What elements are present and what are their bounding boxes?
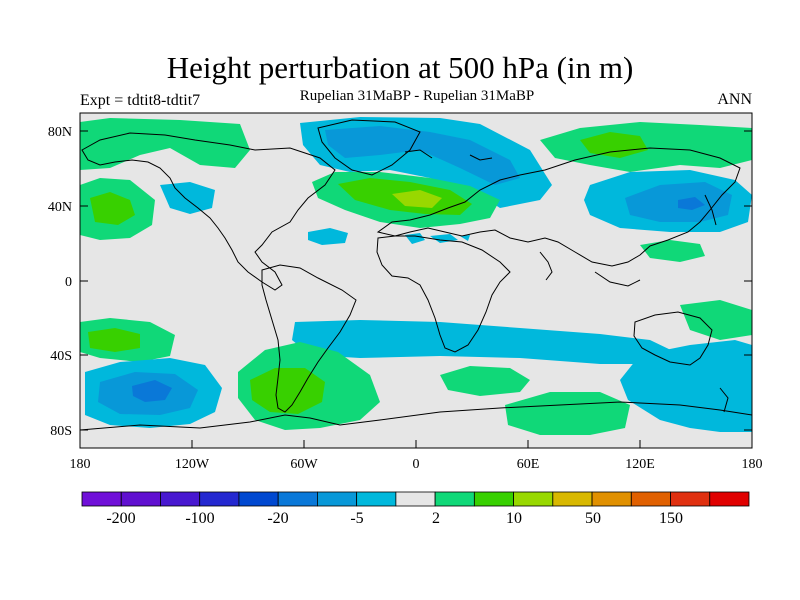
coastline-africa xyxy=(376,235,511,353)
colorbar-swatch xyxy=(630,491,671,507)
colorbar-swatch xyxy=(120,491,161,507)
coastline-islands xyxy=(404,149,729,413)
field-neg3-s-pacific xyxy=(132,380,172,402)
lon-label-120w: 120W xyxy=(175,457,210,472)
field-pos-s-australia xyxy=(680,300,752,340)
lat-label-40n: 40N xyxy=(48,200,72,215)
field-pos-arctic-west xyxy=(80,118,250,170)
lat-label-40s: 40S xyxy=(50,349,72,364)
experiment-label: Expt = tdtit8-tdtit7 xyxy=(80,92,201,109)
colorbar xyxy=(81,491,750,507)
colorbar-swatch xyxy=(356,491,397,507)
colorbar-swatch xyxy=(317,491,358,507)
lon-label-180w: 180 xyxy=(70,457,91,472)
colorbar-swatch xyxy=(277,491,318,507)
lat-label-equator: 0 xyxy=(65,275,72,290)
colorbar-label-m100: -100 xyxy=(185,510,214,527)
field-pos2-ne-pacific xyxy=(90,192,135,225)
field-pos3-eurasia xyxy=(392,190,442,208)
coastline-north-america xyxy=(81,132,336,291)
colorbar-swatch xyxy=(160,491,201,507)
coastline-south-america xyxy=(261,264,357,413)
lon-label-180e: 180 xyxy=(742,457,763,472)
coastline-greenland xyxy=(317,119,421,176)
colorbar-swatch xyxy=(81,491,122,507)
field-pos2-arctic-east xyxy=(580,132,648,158)
lon-label-120e: 120E xyxy=(625,457,655,472)
colorbar-swatch xyxy=(513,491,554,507)
lon-label-0: 0 xyxy=(413,457,420,472)
map-plot-area xyxy=(80,113,752,448)
coastline-antarctica xyxy=(80,401,752,431)
colorbar-label-m200: -200 xyxy=(106,510,135,527)
lat-label-80s: 80S xyxy=(50,424,72,439)
colorbar-swatch xyxy=(238,491,279,507)
field-neg-southern-ocean-band xyxy=(292,320,675,364)
map-title: Height perturbation at 500 hPa (in m) xyxy=(166,50,634,85)
colorbar-labels: -200 -100 -20 -5 2 10 50 150 xyxy=(106,510,683,527)
colorbar-swatch xyxy=(591,491,632,507)
coastline-eurasia xyxy=(376,147,741,267)
field-neg-africa-dots xyxy=(405,233,470,244)
lon-label-60w: 60W xyxy=(290,457,318,472)
season-label: ANN xyxy=(717,91,752,108)
field-pos-s-africa xyxy=(440,366,530,396)
lat-label-80n: 80N xyxy=(48,125,72,140)
colorbar-label-2: 2 xyxy=(432,510,440,527)
colorbar-label-m5: -5 xyxy=(350,510,363,527)
field-pos2-s-pacific-west xyxy=(88,328,140,352)
colorbar-swatch xyxy=(434,491,475,507)
colorbar-swatch xyxy=(395,491,436,507)
colorbar-swatch xyxy=(552,491,593,507)
latitude-labels: 80N 40N 0 40S 80S xyxy=(48,125,72,439)
coastline-australia xyxy=(633,311,713,366)
colorbar-label-150: 150 xyxy=(659,510,683,527)
longitude-ticks xyxy=(79,440,753,448)
latitude-ticks xyxy=(80,130,752,431)
colorbar-label-10: 10 xyxy=(506,510,522,527)
field-neg-atlantic-small xyxy=(308,228,348,245)
field-neg-indian-east xyxy=(620,340,752,432)
colorbar-swatch xyxy=(199,491,240,507)
field-neg-n-pacific xyxy=(160,182,215,214)
colorbar-swatch xyxy=(709,491,750,507)
colorbar-swatch xyxy=(473,491,514,507)
subtitle: Rupelian 31MaBP - Rupelian 31MaBP xyxy=(299,88,535,104)
colorbar-label-m20: -20 xyxy=(267,510,288,527)
colorbar-label-50: 50 xyxy=(585,510,601,527)
coastlines xyxy=(80,119,752,431)
field-neg2-north-atlantic xyxy=(325,126,520,185)
colorbar-swatch xyxy=(670,491,711,507)
longitude-labels: 180 120W 60W 0 60E 120E 180 xyxy=(70,457,763,472)
lon-label-60e: 60E xyxy=(517,457,540,472)
field-pos2-s-america xyxy=(250,368,325,414)
field-pos-west-pacific xyxy=(640,240,705,262)
field-neg3-nw-pacific xyxy=(678,197,705,210)
